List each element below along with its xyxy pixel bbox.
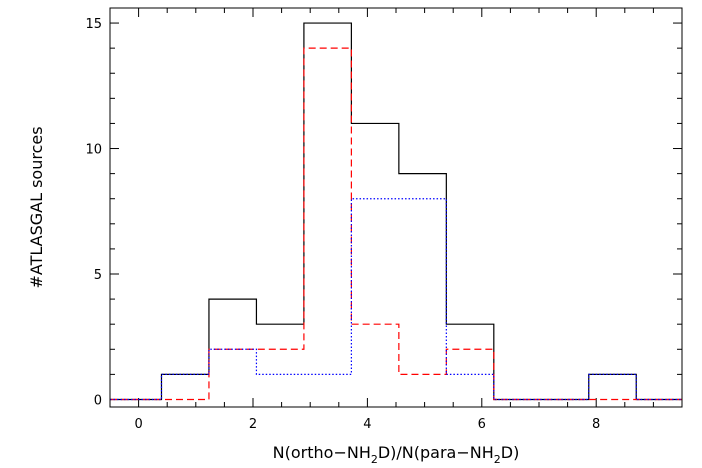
histogram-series-dashed	[110, 47, 682, 401]
x-axis-label-mid: D)/N(para−NH	[378, 443, 494, 462]
x-axis-label-pre: N(ortho−NH	[273, 443, 371, 462]
x-axis-label-sub1: 2	[371, 453, 378, 466]
histogram-series-dotted	[110, 198, 682, 401]
tick-marks	[109, 8, 683, 407]
y-tick-label: 10	[85, 143, 102, 158]
y-tick-label: 15	[85, 17, 102, 32]
x-axis-label-post: D)	[501, 443, 520, 462]
plot-frame	[109, 7, 683, 408]
y-tick-labels: 0 5 10 15	[85, 17, 102, 408]
y-axis-label: #ATLASGAL sources	[27, 126, 46, 288]
x-tick-label: 4	[363, 417, 371, 432]
histogram-series-solid	[110, 22, 682, 401]
y-tick-label: 0	[94, 393, 102, 408]
x-tick-label: 8	[592, 417, 600, 432]
x-tick-label: 6	[478, 417, 486, 432]
series-layer	[110, 22, 682, 401]
y-tick-label: 5	[94, 268, 102, 283]
x-tick-label: 2	[249, 417, 257, 432]
x-axis-label: N(ortho−NH2D)/N(para−NH2D)	[273, 443, 520, 466]
x-axis-label-sub2: 2	[494, 453, 501, 466]
x-tick-labels: 0 2 4 6 8	[134, 417, 600, 432]
x-tick-label: 0	[134, 417, 142, 432]
